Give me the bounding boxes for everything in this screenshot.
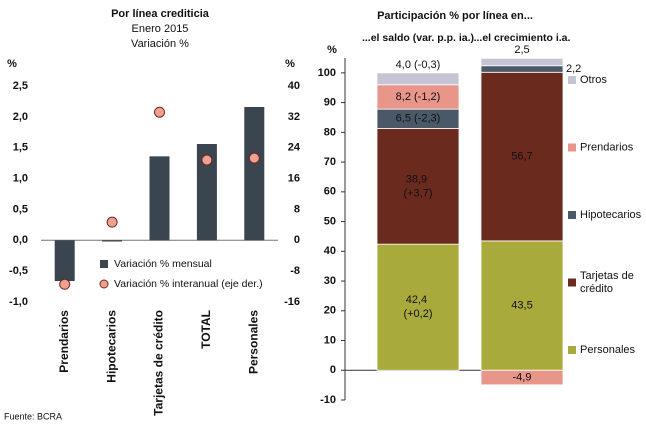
y-tick-label: 0	[330, 364, 336, 376]
y-tick-label: 30	[324, 275, 336, 287]
value-label: 42,4 (+0,2)	[403, 294, 432, 320]
value-label: 43,5	[511, 299, 532, 311]
category-label: ...el crecimiento i.a.	[474, 32, 571, 44]
value-label: 4,0 (-0,3)	[396, 59, 441, 71]
dot	[248, 152, 260, 164]
legend-label: Hipotecarios	[580, 209, 642, 221]
value-label: 2,5	[514, 44, 529, 56]
y-tick-label: 0,0	[13, 234, 28, 246]
x-tick-label: TOTAL	[199, 310, 213, 349]
y2-tick-label: 32	[288, 111, 300, 123]
legend-swatch	[568, 76, 576, 84]
value-label: -4,9	[513, 371, 532, 383]
y-tick-label: 2,5	[13, 80, 28, 92]
legend-label: Variación % mensual	[114, 258, 212, 270]
legend-swatch	[99, 279, 109, 289]
legend-label: Tarjetas de crédito	[580, 270, 637, 295]
bar-segment	[480, 57, 564, 67]
y-tick-label: 100	[318, 67, 336, 79]
bar-segment	[480, 71, 564, 242]
y-tick-label: 40	[324, 245, 336, 257]
left-title: Por línea crediticia	[111, 8, 210, 20]
y2-tick-label: 24	[288, 142, 301, 154]
legend-swatch	[568, 143, 576, 152]
bar-segment	[480, 369, 564, 386]
y-unit: %	[7, 58, 17, 70]
value-label: 2,2	[566, 63, 581, 75]
value-label: 56,7	[511, 150, 532, 162]
left-subtitle: Variación %	[131, 38, 189, 50]
value-label: 6,5 (-2,3)	[396, 113, 441, 125]
bar-segment	[376, 128, 460, 245]
y2-tick-label: -8	[290, 265, 300, 277]
y-tick-label: 1,5	[13, 142, 28, 154]
y-unit: %	[327, 44, 337, 56]
legend-swatch	[568, 211, 576, 219]
category-label: ...el saldo (var. p.p. ia.)	[362, 32, 474, 44]
y-tick-label: 2,0	[13, 111, 28, 123]
legend-label: Otros	[580, 74, 607, 86]
y-tick-label: 80	[324, 126, 336, 138]
y2-unit: %	[285, 58, 295, 70]
dot	[106, 216, 118, 228]
x-tick-label: Tarjetas de crédito	[152, 310, 166, 416]
x-tick-label: Hipotecarios	[104, 310, 118, 383]
bar	[196, 144, 217, 241]
y2-tick-label: 0	[294, 234, 300, 246]
y2-tick-label: 40	[288, 80, 300, 92]
x-tick-label: Prendarios	[57, 310, 71, 373]
legend-label: Prendarios	[580, 141, 634, 153]
value-label: 8,2 (-1,2)	[396, 91, 441, 103]
legend-swatch	[568, 346, 576, 354]
bar-segment	[480, 240, 564, 371]
y-tick-label: 0,5	[13, 203, 28, 215]
legend-swatch	[568, 278, 576, 287]
y-tick-label: 90	[324, 97, 336, 109]
y-tick-label: 20	[324, 305, 336, 317]
bar	[149, 156, 170, 241]
source: Fuente: BCRA	[4, 411, 62, 421]
bar	[244, 106, 265, 241]
value-label: 38,9 (+3,7)	[403, 173, 432, 199]
y-tick-label: 10	[324, 334, 336, 346]
y2-tick-label: -16	[284, 296, 300, 308]
y-tick-label: 50	[324, 215, 336, 227]
legend-label: Personales	[580, 344, 636, 356]
y2-tick-label: 16	[288, 172, 300, 184]
bar	[102, 240, 123, 242]
dot	[154, 106, 165, 118]
bar	[54, 240, 75, 282]
y-tick-label: -1,0	[9, 296, 28, 308]
bar-segment	[376, 243, 460, 371]
bar-segment	[376, 72, 460, 86]
legend-label: Variación % interanual (eje der.)	[114, 278, 263, 290]
legend-swatch	[100, 260, 108, 268]
y-tick-label: 70	[324, 156, 336, 168]
y-tick-label: -10	[320, 394, 336, 406]
x-tick-label: Personales	[246, 310, 260, 374]
y-tick-label: 1,0	[13, 172, 28, 184]
bar-segment	[480, 65, 564, 73]
right-title: Participación % por línea en...	[377, 10, 533, 22]
dot	[201, 154, 213, 166]
y-tick-label: 60	[324, 186, 336, 198]
y-tick-label: -0,5	[9, 265, 28, 277]
left-subtitle: Enero 2015	[132, 23, 189, 35]
y2-tick-label: 8	[294, 203, 300, 215]
dot	[59, 278, 71, 290]
